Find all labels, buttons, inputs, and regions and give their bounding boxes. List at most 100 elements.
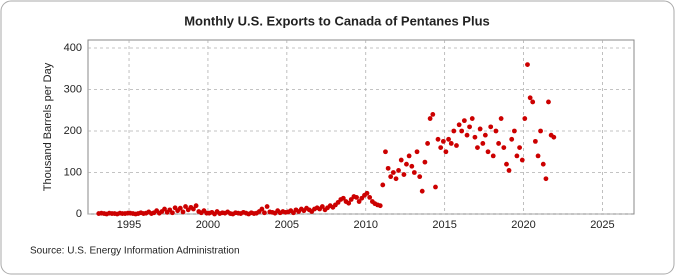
point	[193, 203, 199, 209]
point	[367, 195, 373, 200]
point	[469, 116, 475, 121]
point	[493, 128, 499, 134]
point	[506, 168, 512, 173]
point	[427, 116, 433, 121]
point	[393, 176, 399, 182]
point	[517, 145, 522, 151]
point	[448, 141, 454, 146]
x-tick-label: 2005	[275, 219, 299, 231]
point	[259, 206, 265, 212]
y-axis-label: Thousand Barrels per Day	[42, 62, 54, 191]
point	[461, 118, 467, 124]
point	[191, 206, 196, 212]
x-tick-label: 2020	[511, 219, 535, 231]
x-tick-label: 2015	[432, 219, 456, 231]
point	[509, 136, 515, 142]
y-tick-label: 100	[64, 166, 82, 178]
x-tick-label: 2025	[590, 219, 614, 231]
point	[540, 161, 546, 167]
point	[435, 136, 441, 142]
y-tick-label: 0	[76, 208, 82, 220]
point	[396, 168, 401, 173]
point	[414, 149, 420, 155]
point	[498, 116, 504, 121]
point	[380, 182, 386, 188]
point	[446, 136, 451, 142]
point	[354, 195, 359, 200]
point	[425, 141, 430, 146]
point	[377, 203, 383, 209]
point	[538, 128, 543, 134]
point	[170, 210, 175, 216]
y-tick-label: 200	[64, 125, 82, 137]
point	[388, 174, 394, 180]
source: Source: U.S. Energy Information Administ…	[30, 246, 240, 257]
x-tick-label: 1995	[117, 219, 141, 231]
point	[433, 184, 438, 190]
point	[464, 132, 470, 138]
point	[525, 62, 530, 67]
point	[264, 204, 270, 209]
point	[477, 126, 483, 132]
point	[532, 138, 538, 144]
point	[419, 188, 425, 194]
chart-title: Monthly U.S. Exports to Canada of Pentan…	[184, 13, 490, 28]
point	[430, 112, 436, 117]
point	[530, 99, 536, 105]
point	[459, 128, 465, 134]
point	[390, 170, 396, 175]
point	[488, 124, 494, 130]
point	[404, 161, 409, 167]
point	[467, 124, 472, 130]
point	[340, 195, 346, 201]
point	[551, 134, 557, 140]
point	[417, 174, 423, 180]
point	[177, 205, 183, 211]
point	[514, 153, 520, 159]
point	[443, 149, 449, 155]
x-tick-label: 2000	[196, 219, 220, 231]
x-tick-label: 2010	[353, 219, 377, 231]
point	[522, 116, 528, 121]
point	[485, 149, 491, 155]
point	[438, 145, 444, 151]
point	[406, 153, 412, 159]
point	[546, 99, 551, 105]
point	[356, 199, 362, 204]
point	[262, 210, 267, 216]
y-tick-label: 300	[64, 83, 82, 95]
point	[409, 163, 415, 169]
point	[385, 165, 391, 171]
point	[535, 153, 541, 159]
point	[422, 159, 428, 165]
point	[180, 209, 186, 215]
point	[454, 143, 459, 148]
point	[511, 128, 517, 134]
point	[346, 200, 352, 206]
point	[364, 190, 370, 196]
point	[482, 132, 488, 138]
point	[543, 176, 549, 182]
point	[456, 122, 462, 128]
point	[401, 172, 407, 177]
point	[501, 145, 507, 151]
point	[519, 157, 525, 163]
point	[504, 161, 509, 167]
point	[496, 141, 502, 146]
point	[319, 204, 325, 209]
point	[440, 138, 446, 144]
point	[383, 149, 388, 155]
point	[451, 128, 457, 134]
point	[490, 153, 496, 159]
y-tick-label: 400	[64, 42, 82, 54]
point	[527, 95, 533, 101]
point	[398, 157, 404, 163]
point	[411, 170, 417, 175]
point	[480, 141, 486, 146]
point	[183, 204, 188, 209]
point	[162, 206, 167, 212]
point	[475, 145, 480, 151]
point	[472, 134, 478, 140]
